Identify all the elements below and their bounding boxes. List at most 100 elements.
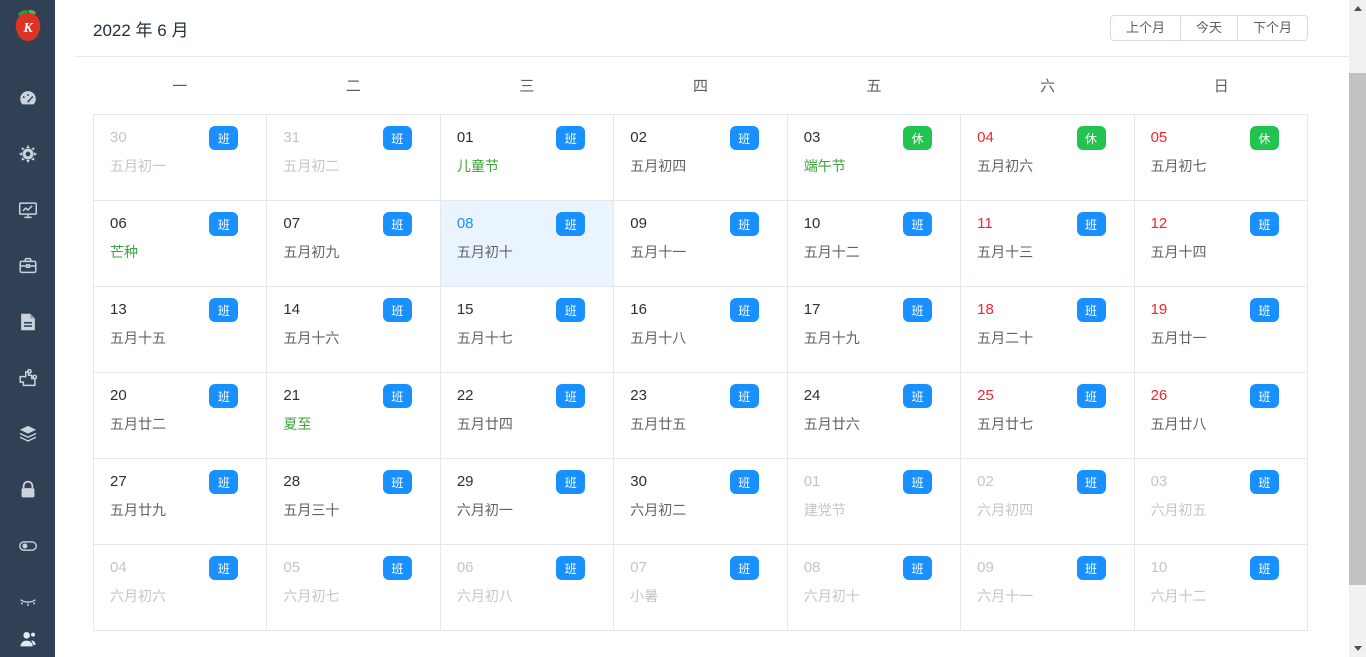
briefcase-icon[interactable] [16, 254, 40, 278]
work-day-badge: 班 [903, 298, 933, 322]
calendar-cell[interactable]: 03 班六月初五 [1134, 459, 1308, 545]
calendar-cell[interactable]: 12 班五月十四 [1134, 201, 1308, 287]
calendar-cell[interactable]: 13 班五月十五 [94, 287, 268, 373]
vertical-scrollbar[interactable] [1349, 0, 1366, 657]
work-day-badge: 班 [1250, 212, 1279, 236]
calendar-cell[interactable]: 07 班小暑 [614, 545, 788, 631]
calendar-cell[interactable]: 06 班六月初八 [440, 545, 615, 631]
calendar-cell[interactable]: 23 班五月廿五 [614, 373, 788, 459]
calendar-cell[interactable]: 10 班六月十二 [1134, 545, 1308, 631]
work-day-badge: 班 [209, 556, 239, 580]
user-icon[interactable] [16, 627, 40, 651]
document-icon[interactable] [16, 310, 40, 334]
calendar-cell[interactable]: 05 休五月初七 [1134, 115, 1308, 201]
calendar-cell[interactable]: 17 班五月十九 [787, 287, 962, 373]
eye-closed-icon[interactable] [16, 590, 40, 614]
weekday-label: 一 [172, 78, 188, 95]
cell-lunar-label: 五月初十 [456, 244, 513, 260]
dashboard-icon[interactable] [16, 86, 40, 110]
calendar-cell[interactable]: 08 班六月初十 [787, 545, 962, 631]
calendar-cell[interactable]: 15 班五月十七 [440, 287, 615, 373]
work-day-badge: 班 [556, 384, 586, 408]
cell-lunar-label: 五月初六 [977, 158, 1034, 174]
calendar-cell[interactable]: 04 休五月初六 [961, 115, 1135, 201]
work-day-badge: 班 [209, 470, 239, 494]
calendar-cell[interactable]: 04 班六月初六 [94, 545, 268, 631]
work-day-badge: 班 [1250, 384, 1279, 408]
cell-lunar-label: 五月初一 [110, 158, 166, 174]
calendar-cell[interactable]: 25 班五月廿七 [961, 373, 1135, 459]
work-day-badge: 班 [556, 470, 586, 494]
cell-lunar-label: 儿童节 [456, 158, 499, 174]
cell-date: 09 [630, 215, 647, 232]
calendar-cell[interactable]: 06 班芒种 [94, 201, 268, 287]
prev-month-button[interactable]: 上个月 [1109, 15, 1181, 41]
calendar-cell[interactable]: 29 班六月初一 [440, 459, 615, 545]
next-month-button[interactable]: 下个月 [1236, 15, 1308, 41]
calendar-cell[interactable]: 01 班儿童节 [440, 115, 615, 201]
work-day-badge: 班 [209, 298, 239, 322]
rest-day-badge: 休 [1250, 126, 1279, 150]
lock-icon[interactable] [16, 478, 40, 502]
cell-date: 10 [1150, 559, 1168, 576]
calendar-cell[interactable]: 30 班六月初二 [614, 459, 788, 545]
toggle-icon[interactable] [16, 534, 40, 558]
calendar-cell[interactable]: 16 班五月十八 [614, 287, 788, 373]
app-logo[interactable]: K [11, 7, 45, 45]
calendar-cell[interactable]: 31 班五月初二 [267, 115, 441, 201]
cell-date: 01 [456, 129, 474, 146]
calendar-cell[interactable]: 30 班五月初一 [94, 115, 268, 201]
calendar-cell[interactable]: 03 休端午节 [787, 115, 962, 201]
calendar-cell[interactable]: 01 班建党节 [787, 459, 962, 545]
calendar-cell[interactable]: 28 班五月三十 [267, 459, 441, 545]
month-nav-button-group: 上个月 今天 下个月 [1109, 15, 1308, 41]
cell-lunar-label: 五月十五 [110, 330, 166, 346]
cell-lunar-label: 五月十九 [803, 330, 860, 346]
calendar-cell[interactable]: 27 班五月廿九 [94, 459, 268, 545]
calendar-cell[interactable]: 09 班六月十一 [961, 545, 1135, 631]
calendar-cell[interactable]: 09 班五月十一 [614, 201, 788, 287]
calendar-cell[interactable]: 24 班五月廿六 [787, 373, 962, 459]
layers-icon[interactable] [16, 422, 40, 446]
work-day-badge: 班 [382, 384, 412, 408]
cell-lunar-label: 六月十二 [1150, 588, 1207, 604]
calendar-cell[interactable]: 20 班五月廿二 [94, 373, 268, 459]
calendar-cell[interactable]: 18 班五月二十 [961, 287, 1135, 373]
cell-lunar-label: 五月廿九 [110, 502, 166, 518]
calendar-cell[interactable]: 22 班五月廿四 [440, 373, 615, 459]
today-button[interactable]: 今天 [1179, 15, 1238, 41]
calendar-cell[interactable]: 10 班五月十二 [787, 201, 962, 287]
weekday-row: 一二三四五六日 [93, 57, 1308, 114]
cell-lunar-label: 六月初七 [283, 588, 340, 604]
gear-icon[interactable] [16, 142, 40, 166]
cell-date: 02 [630, 129, 647, 146]
calendar-cell-today[interactable]: 08 班五月初十 [440, 201, 615, 287]
calendar-cell[interactable]: 14 班五月十六 [267, 287, 441, 373]
work-day-badge: 班 [1076, 212, 1106, 236]
cell-lunar-label: 五月廿一 [1150, 330, 1207, 346]
scrollbar-down-arrow[interactable] [1349, 640, 1366, 657]
cell-date: 06 [110, 215, 127, 232]
calendar-cell[interactable]: 02 班六月初四 [961, 459, 1135, 545]
calendar-cell[interactable]: 07 班五月初九 [267, 201, 441, 287]
work-day-badge: 班 [209, 384, 239, 408]
calendar: 一二三四五六日 30 班五月初一 31 班五月初二 01 班儿童节 02 班五月初四 03 休端午… [93, 57, 1308, 631]
monitor-chart-icon[interactable] [16, 198, 40, 222]
cell-date: 30 [110, 129, 127, 146]
cell-date: 08 [803, 559, 821, 576]
scrollbar-thumb[interactable] [1349, 73, 1366, 585]
scrollbar-up-arrow[interactable] [1349, 0, 1366, 17]
calendar-cell[interactable]: 19 班五月廿一 [1134, 287, 1308, 373]
work-day-badge: 班 [729, 126, 759, 150]
puzzle-icon[interactable] [16, 366, 40, 390]
calendar-cell[interactable]: 05 班六月初七 [267, 545, 441, 631]
calendar-cell[interactable]: 11 班五月十三 [961, 201, 1135, 287]
cell-date: 19 [1150, 301, 1168, 318]
calendar-cell[interactable]: 02 班五月初四 [614, 115, 788, 201]
cell-date: 29 [456, 473, 474, 490]
work-day-badge: 班 [1076, 384, 1106, 408]
calendar-cell[interactable]: 26 班五月廿八 [1134, 373, 1308, 459]
cell-date: 27 [110, 473, 127, 490]
calendar-cell[interactable]: 21 班夏至 [267, 373, 441, 459]
cell-date: 10 [803, 215, 821, 232]
